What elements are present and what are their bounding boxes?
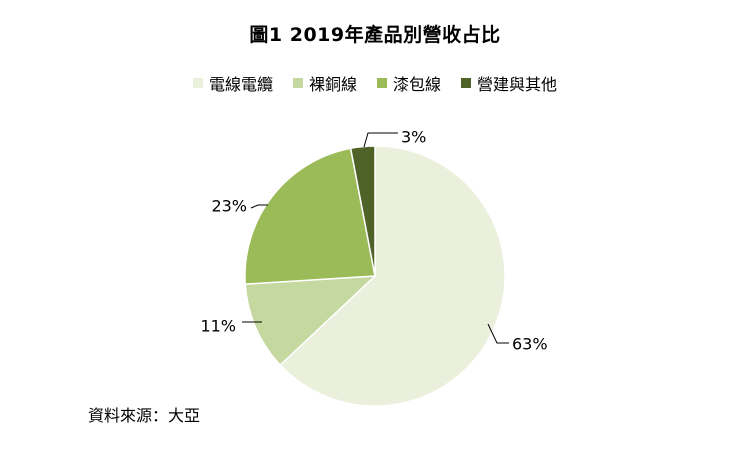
leader-line-wire-cable [487,323,509,344]
legend-swatch-bare-copper [292,78,303,88]
data-label-bare-copper: 11% [200,317,236,336]
chart-title: 圖1 2019年產品別營收占比 [249,24,501,46]
data-label-enamel-wire: 23% [211,197,247,216]
legend-item-bare-copper: 裸銅線 [292,71,357,95]
legend-item-wire-cable: 電線電纜 [192,71,273,95]
leader-line-enamel-wire [250,204,268,209]
pie-slice-wire-cable [279,145,506,407]
chart-legend: 電線電纜 裸銅線 漆包線 營建與其他 [0,71,750,95]
data-label-construction-other: 3% [401,128,426,147]
pie-slice-construction-other [349,145,376,277]
legend-label-wire-cable: 電線電纜 [208,75,273,94]
legend-label-enamel-wire: 漆包線 [393,75,442,94]
legend-label-bare-copper: 裸銅線 [308,75,357,94]
legend-swatch-wire-cable [192,78,203,88]
pie-slice-bare-copper [244,275,378,367]
source-note: 資料來源：大亞 [88,406,201,425]
legend-swatch-enamel-wire [377,78,387,88]
leader-line-construction-other [363,132,398,148]
pie-slice-enamel-wire [244,147,376,285]
legend-label-construction-other: 營建與其他 [477,75,558,94]
data-label-wire-cable: 63% [512,335,548,354]
legend-item-construction-other: 營建與其他 [461,71,557,95]
legend-swatch-construction-other [461,78,472,88]
legend-item-enamel-wire: 漆包線 [377,71,441,95]
